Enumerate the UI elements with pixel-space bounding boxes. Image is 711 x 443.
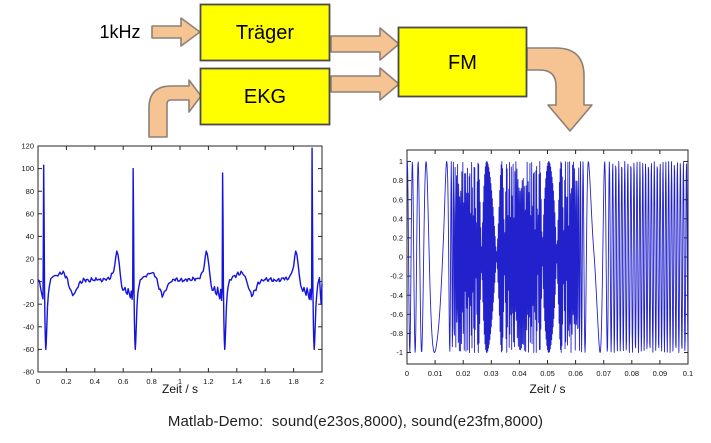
- x-tick-label: 0.2: [61, 377, 71, 386]
- y-tick-label: -20: [23, 300, 34, 309]
- fm-plot: 0 0.01 0.02 0.03 0.04 0.05 0.06 0.07 0.08 0.09 0.1…: [390, 149, 693, 396]
- y-tick-label: 60: [26, 209, 34, 218]
- input-frequency-label: 1kHz: [99, 22, 140, 42]
- ekg-block-label: EKG: [244, 86, 286, 108]
- x-tick-label: 0.03: [484, 369, 499, 378]
- x-tick-label: 0.4: [90, 377, 100, 386]
- fm-plot-xlabel: Zeit / s: [529, 382, 565, 396]
- x-tick-label: 0: [405, 369, 409, 378]
- y-tick-label: 100: [21, 164, 34, 173]
- y-tick-label: 20: [26, 255, 34, 264]
- block-diagram: 1kHz Träger EKG FM: [99, 3, 593, 138]
- ekg-plot-signal-line: [37, 147, 323, 351]
- ekg-block: [199, 67, 331, 126]
- traeger-block: [199, 3, 331, 62]
- x-tick-label: 1.4: [232, 377, 242, 386]
- plots-canvas: 0 0.2 0.4 0.6 0.8 1 1.2 1.4 1.6 1.8 2 -80 -60 -40 -20 0…: [21, 142, 693, 396]
- x-tick-label: 0.04: [512, 369, 527, 378]
- y-tick-label: 80: [26, 187, 34, 196]
- traeger-block-label: Träger: [236, 22, 295, 44]
- x-tick-label: 1.6: [260, 377, 270, 386]
- y-tick-label: -40: [23, 322, 34, 331]
- y-tick-label: 0: [399, 253, 403, 262]
- ekg-plot-axis-box: [37, 145, 323, 373]
- ekg-plot: 0 0.2 0.4 0.6 0.8 1 1.2 1.4 1.6 1.8 2 -80 -60 -40 -20 0…: [21, 142, 324, 396]
- x-tick-label: 0.05: [540, 369, 555, 378]
- x-tick-label: 0.1: [683, 369, 693, 378]
- ekg-plot-xlabel: Zeit / s: [162, 382, 198, 396]
- y-tick-label: -80: [23, 368, 34, 377]
- arrow-traeger-to-fm-icon: [330, 27, 400, 61]
- y-tick-label: 0.6: [393, 195, 403, 204]
- y-tick-label: -1: [396, 348, 403, 357]
- y-tick-label: 0.8: [393, 176, 403, 185]
- y-tick-label: -0.4: [390, 291, 403, 300]
- x-tick-label: 2: [320, 377, 324, 386]
- fm-block-label: FM: [448, 52, 477, 74]
- arrow-ekg-to-fm-icon: [330, 67, 400, 101]
- x-tick-label: 0.6: [118, 377, 128, 386]
- x-tick-label: 0.8: [146, 377, 156, 386]
- x-tick-label: 0.06: [568, 369, 583, 378]
- x-tick-label: 0: [36, 377, 40, 386]
- x-tick-label: 0.02: [456, 369, 471, 378]
- x-tick-label: 1: [178, 377, 182, 386]
- y-tick-label: 0.4: [393, 214, 403, 223]
- x-tick-label: 0.07: [596, 369, 611, 378]
- y-tick-label: 120: [21, 142, 34, 151]
- caption: Matlab-Demo: sound(e23os,8000), sound(e2…: [167, 413, 544, 430]
- y-tick-label: -0.2: [390, 272, 403, 281]
- y-tick-label: 0.2: [393, 233, 403, 242]
- fm-plot-signal-line: [406, 161, 689, 353]
- x-tick-label: 0.09: [653, 369, 668, 378]
- arrow-curved-into-ekg-icon: [148, 79, 202, 138]
- x-tick-label: 1.8: [288, 377, 298, 386]
- y-tick-label: -0.8: [390, 329, 403, 338]
- y-tick-label: -0.6: [390, 310, 403, 319]
- arrow-1khz-to-traeger-icon: [151, 17, 201, 47]
- y-tick-label: 40: [26, 232, 34, 241]
- y-tick-label: 1: [399, 157, 403, 166]
- y-tick-label: -60: [23, 345, 34, 354]
- x-tick-label: 0.01: [428, 369, 443, 378]
- arrow-fm-output-icon: [526, 47, 593, 132]
- x-tick-label: 0.08: [624, 369, 639, 378]
- y-tick-label: 0: [30, 277, 34, 286]
- x-tick-label: 1.2: [203, 377, 213, 386]
- fm-block: [397, 26, 528, 98]
